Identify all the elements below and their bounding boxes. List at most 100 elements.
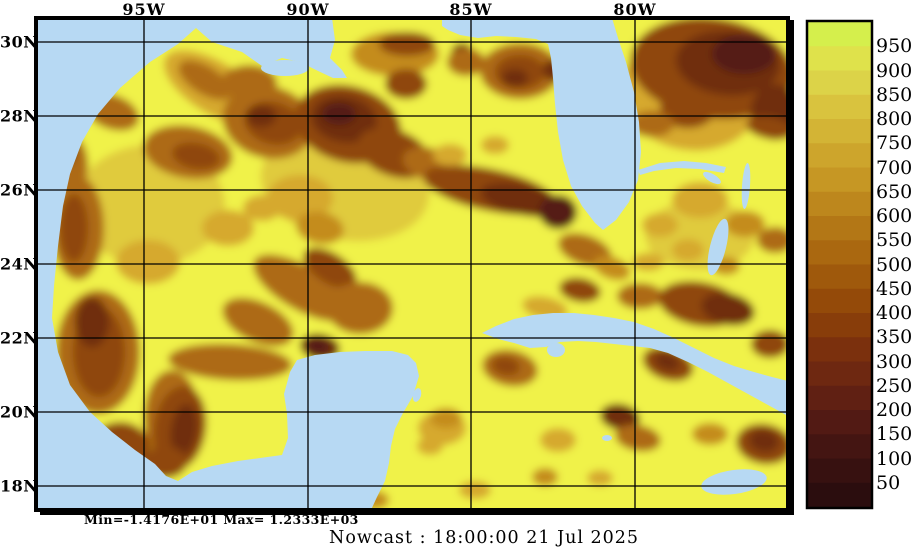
lat-tick-label: 30N <box>0 32 39 52</box>
colorbar-band <box>808 313 871 338</box>
colorbar-tick-label: 650 <box>876 180 913 203</box>
field-blob <box>202 210 254 246</box>
field-blob <box>116 240 180 284</box>
lat-tick-label: 28N <box>0 106 39 126</box>
colorbar-tick-label: 850 <box>876 83 913 106</box>
colorbar-tick-label: 250 <box>876 374 913 397</box>
colorbar-tick-label: 400 <box>876 302 913 324</box>
land-andros <box>707 218 729 276</box>
lat-tick-label: 20N <box>0 402 39 422</box>
field-blob <box>170 404 198 456</box>
colorbar-band <box>808 167 871 193</box>
field-blob <box>492 356 520 376</box>
colorbar-tick-label: 100 <box>876 447 913 470</box>
field-blob <box>168 343 292 381</box>
land-jamaica <box>701 469 767 495</box>
field-blob <box>642 213 678 237</box>
colorbar-tick-label: 900 <box>876 59 913 82</box>
field-blob <box>430 408 462 428</box>
plot-title: Nowcast : 18:00:00 21 Jul 2025 <box>329 528 640 548</box>
field-blob <box>322 103 356 125</box>
field-blob <box>379 32 435 56</box>
colorbar-tick-label: 450 <box>876 277 913 300</box>
field-blob <box>600 403 640 431</box>
colorbar-tick-label: 50 <box>876 471 901 494</box>
land-layer <box>36 18 788 510</box>
field-blob <box>751 330 788 358</box>
field-blob <box>632 253 664 271</box>
colorbar-border <box>805 19 874 510</box>
field-blob <box>253 254 351 322</box>
land-eleuthera <box>741 163 751 209</box>
field-blob <box>701 292 755 326</box>
colorbar-tick-label: 700 <box>876 156 913 179</box>
field-blob <box>178 60 232 100</box>
land-grand-bahama <box>638 161 726 175</box>
field-blob <box>267 175 333 221</box>
lat-tick-label: 26N <box>0 180 39 200</box>
colorbar-band <box>808 288 871 314</box>
field-blob <box>660 88 716 128</box>
latlon-grid <box>36 18 788 510</box>
field-blob <box>615 424 661 452</box>
field-blob <box>587 470 613 486</box>
field-blob <box>593 255 631 281</box>
colorbar-band <box>808 119 871 144</box>
field-blob <box>307 338 329 354</box>
colorbar-tick-label: 950 <box>876 35 913 58</box>
colorbar-tick-label: 150 <box>876 423 913 446</box>
land-florida <box>442 18 641 230</box>
lon-tick-label: 90W <box>286 0 330 19</box>
field-blob <box>712 34 776 74</box>
field-blob <box>417 437 443 455</box>
field-blob <box>617 283 663 309</box>
colorbar-band <box>808 240 871 266</box>
field-blob <box>672 182 728 218</box>
colorbar-band <box>808 482 871 508</box>
field-blob <box>654 353 680 371</box>
field-blob <box>481 136 509 154</box>
lon-tick-label: 80W <box>613 0 657 19</box>
field-blob <box>532 468 558 486</box>
field-blob <box>172 142 220 170</box>
colorbar-band <box>808 216 871 241</box>
colorbar-tick-label: 350 <box>876 326 913 349</box>
land-abaco <box>703 171 721 185</box>
lat-tick-label: 24N <box>0 254 39 274</box>
colorbar-tick-label: 550 <box>876 229 913 252</box>
colorbar-band <box>808 458 871 484</box>
colorbar-band <box>808 191 871 217</box>
field-blob <box>221 65 277 101</box>
field-blob <box>672 239 704 261</box>
field-blob <box>749 429 779 453</box>
colorbar-band <box>808 94 871 120</box>
field-blob <box>327 282 393 334</box>
land-grand-cayman <box>602 435 612 441</box>
field-blob <box>757 227 788 253</box>
field-blob <box>222 297 294 347</box>
lon-tick-label: 95W <box>122 0 166 19</box>
colorbar-band <box>808 434 871 460</box>
land-louisiana-coast <box>261 60 309 76</box>
field-blob <box>60 194 88 262</box>
frame-shadow-bottom <box>40 512 794 515</box>
field-blob <box>303 247 357 289</box>
colorbar <box>805 19 874 510</box>
colorbar-tick-label: 600 <box>876 205 913 227</box>
colorbar-tick-label: 300 <box>876 350 913 373</box>
colorbar-band <box>808 22 871 47</box>
field-blob <box>540 428 576 452</box>
field-blob <box>692 423 728 445</box>
lon-tick-label: 85W <box>449 0 493 19</box>
field-blob <box>459 481 491 499</box>
colorbar-band <box>808 410 871 435</box>
field-blob <box>630 111 674 137</box>
colorbar-tick-label: 500 <box>876 253 913 276</box>
field-blob <box>725 211 765 237</box>
colorbar-band <box>808 385 871 411</box>
field-blob <box>433 144 467 166</box>
colorbar-band <box>808 70 871 96</box>
colorbar-band <box>808 337 871 363</box>
